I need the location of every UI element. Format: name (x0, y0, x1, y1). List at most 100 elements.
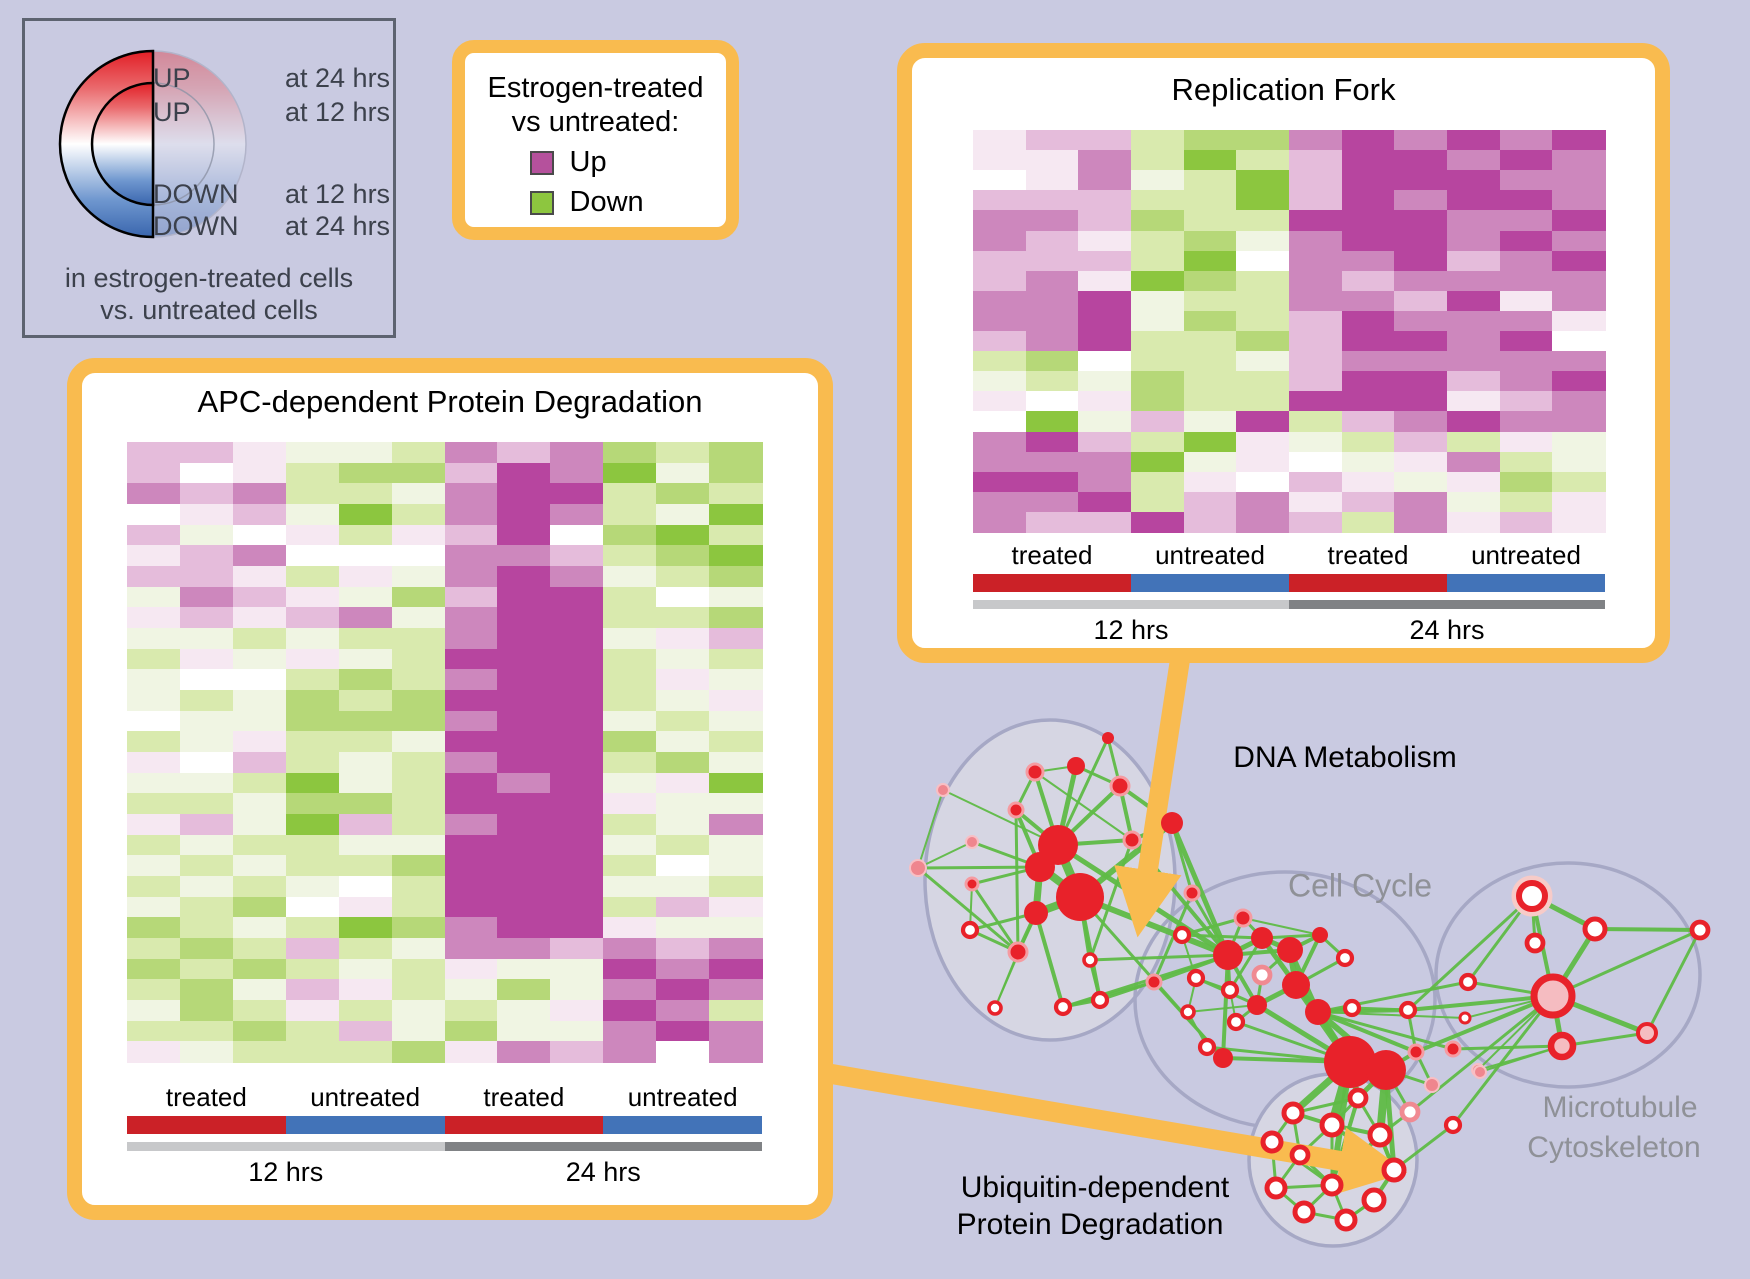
network-node-rw (1361, 1187, 1387, 1213)
heatmap-cell (1394, 391, 1448, 412)
heatmap-cell (1552, 511, 1606, 533)
heatmap-cell (1499, 270, 1553, 292)
network-node-p (1424, 1077, 1440, 1093)
heatmap-cell (444, 483, 498, 505)
heatmap-cell (709, 504, 763, 526)
heatmap-cell (1552, 230, 1606, 252)
updown-gradient-circles (58, 49, 247, 239)
network-edge (1406, 894, 1534, 1012)
legend-time-24: at 24 hrs (285, 63, 391, 93)
network-edge (942, 789, 1059, 846)
heatmap-cell (232, 442, 287, 464)
heatmap-cell (1552, 331, 1606, 352)
heatmap-cell (179, 648, 234, 670)
heatmap-cell (285, 504, 340, 526)
network-edge (1479, 1045, 1563, 1073)
network-node-rp (1183, 884, 1201, 902)
heatmap-cell (127, 545, 181, 567)
node-halo (1511, 875, 1553, 917)
heatmap-cell (973, 230, 1027, 252)
heatmap-cell (232, 462, 287, 484)
heatmap-cell (127, 504, 181, 526)
network-node-rp (1444, 1040, 1462, 1058)
heatmap-cell (550, 462, 604, 484)
heatmap-cell (656, 1041, 710, 1063)
heatmap-cell (603, 896, 657, 918)
network-node-s (1282, 971, 1310, 999)
network-edge (916, 865, 1042, 870)
heatmap-cell (656, 483, 710, 505)
heatmap-cell (1447, 511, 1501, 533)
heatmap-cell (709, 566, 763, 588)
heatmap-cell (656, 566, 710, 588)
heatmap-cell (550, 876, 604, 898)
heatmap-cell (1078, 130, 1132, 151)
heatmap-cell (1447, 290, 1501, 312)
heatmap-cell (1025, 351, 1079, 372)
heatmap-cell (1447, 150, 1501, 171)
heatmap-cell (1183, 250, 1237, 272)
heatmap-cell (444, 958, 498, 980)
heatmap-cell (338, 545, 393, 567)
heatmap-cell (603, 607, 657, 629)
heatmap-cell (973, 130, 1027, 151)
heatmap-cell (603, 793, 657, 815)
heatmap-cell (1394, 331, 1448, 352)
network-edge (1088, 953, 1230, 962)
heatmap-cell (444, 566, 498, 588)
heatmap-cell (1447, 391, 1501, 412)
heatmap-cell (232, 752, 287, 774)
network-node-rp (1025, 762, 1045, 782)
heatmap-cell (1394, 371, 1448, 392)
heatmap-cell (709, 690, 763, 712)
heatmap-cell (550, 524, 604, 546)
heatmap-cell (232, 504, 287, 526)
heatmap-cell (656, 462, 710, 484)
heatmap-cell (1552, 431, 1606, 453)
heatmap-cell (1289, 431, 1343, 453)
heatmap-cell (497, 628, 551, 650)
heatmap-cell (656, 938, 710, 960)
network-node-rw (987, 1000, 1003, 1016)
network-edge (1451, 1044, 1564, 1051)
network-node-rpc (1547, 1031, 1577, 1061)
heatmap-cell (1131, 511, 1185, 533)
heatmap-cell (709, 710, 763, 732)
estrogen-legend-title-line2: vs untreated: (511, 106, 680, 138)
network-node-rw (1320, 1173, 1344, 1197)
heatmap-cell (179, 669, 234, 691)
heatmap-cell (1078, 371, 1132, 392)
heatmap-cell (1499, 371, 1553, 392)
heatmap-cell (285, 979, 340, 1001)
heatmap-cell (1183, 130, 1237, 151)
heatmap-cell (1131, 250, 1185, 272)
network-edge (1221, 953, 1230, 1060)
heatmap-cell (709, 669, 763, 691)
heatmap-cell (1341, 130, 1395, 151)
heatmap-cell (179, 855, 234, 877)
heatmap-cell (973, 351, 1027, 372)
heatmap-cell (1552, 451, 1606, 473)
heatmap-cell (497, 958, 551, 980)
heatmap-cell (232, 855, 287, 877)
heatmap-cell (1552, 310, 1606, 332)
timepoint-label: 12 hrs (1093, 615, 1169, 645)
heatmap-cell (285, 752, 340, 774)
heatmap-cell (656, 917, 710, 939)
heatmap-cell (1025, 451, 1079, 473)
heatmap-cell (656, 814, 710, 836)
heatmap-cell (1552, 210, 1606, 232)
heatmap-cell (497, 1020, 551, 1042)
heatmap-cell (338, 855, 393, 877)
heatmap-cell (444, 1020, 498, 1042)
network-edge (1316, 1010, 1455, 1051)
heatmap-cell (1394, 431, 1448, 453)
heatmap-cell (127, 793, 181, 815)
heatmap-cell (497, 710, 551, 732)
network-node-rw (1342, 998, 1362, 1018)
heatmap-cell (550, 648, 604, 670)
heatmap-cell (1078, 431, 1132, 453)
heatmap-cell (709, 483, 763, 505)
heatmap-cell (391, 669, 446, 691)
